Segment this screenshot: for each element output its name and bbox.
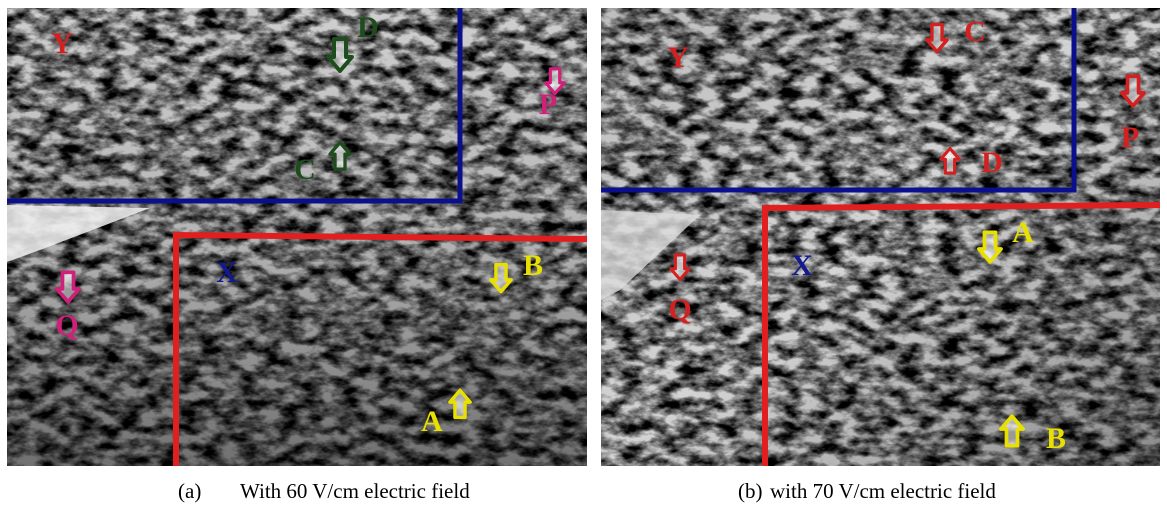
panel-a: Y D P C X B Q A [7,8,587,466]
label: Y [667,41,689,74]
label: A [1012,216,1034,249]
label: C [294,153,316,186]
label: Y [51,27,73,60]
label: X [791,249,813,282]
label: Q [668,293,691,326]
figure: Y D P C X B Q A Y C P D X A Q B (a) With… [0,0,1167,512]
caption-tag: (b) [738,479,763,503]
label: D [981,146,1003,179]
label: X [216,256,238,289]
panel-b: Y C P D X A Q B [601,8,1160,466]
label: P [539,88,557,121]
label: Q [55,309,78,342]
label: B [1046,422,1066,455]
caption: with 70 V/cm electric field [770,479,996,503]
label: P [1121,121,1139,154]
label: D [357,11,379,44]
caption-tag: (a) [178,479,201,503]
caption: With 60 V/cm electric field [240,479,470,503]
label: B [523,249,543,282]
label: C [964,15,986,48]
label: A [421,405,443,438]
